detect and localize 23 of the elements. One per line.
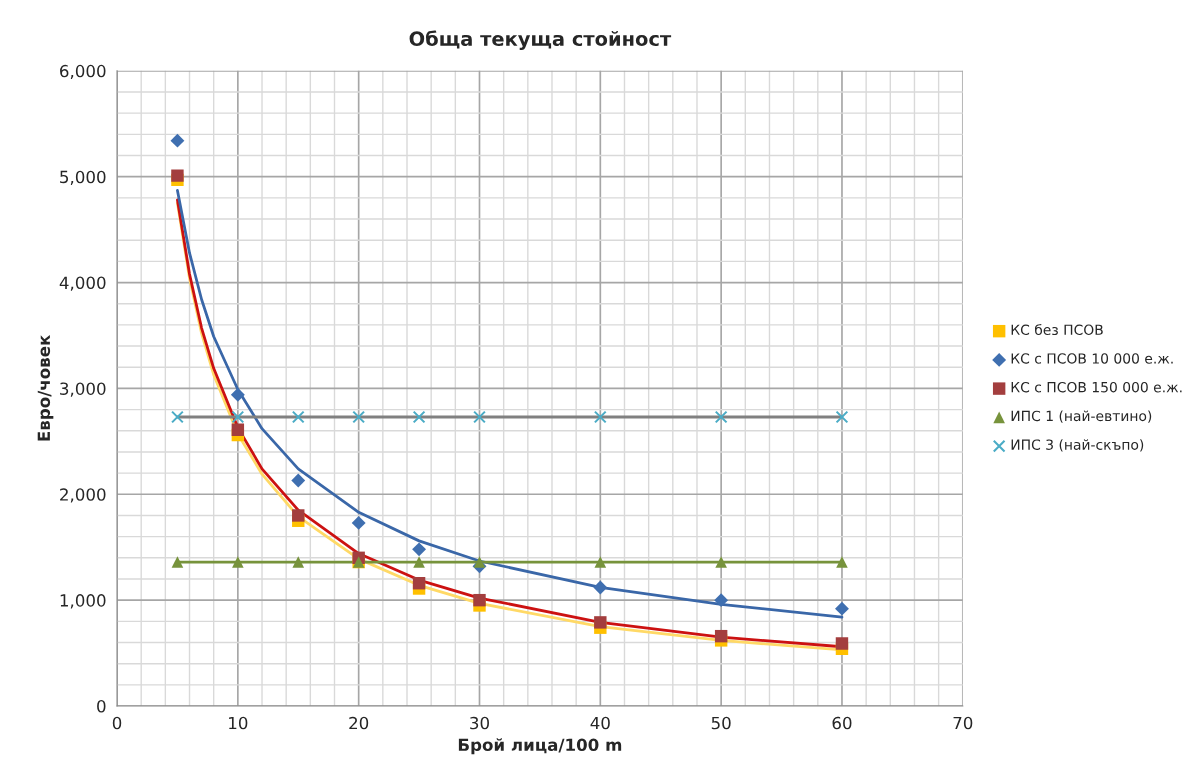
x-tick-label: 50 — [711, 716, 731, 730]
x-tick-label: 40 — [590, 716, 610, 730]
x-tick-label: 30 — [470, 716, 489, 730]
legend-label: КС без ПСОВ — [1011, 324, 1103, 336]
x-tick-label: 70 — [953, 716, 973, 730]
x-tick-label: 60 — [832, 716, 852, 730]
legend-label: КС с ПСОВ 10 000 е.ж. — [1011, 353, 1173, 364]
y-axis-title: Евро/човек — [37, 334, 54, 441]
y-tick-label: 5,000 — [60, 170, 106, 185]
x-tick-label: 10 — [229, 716, 248, 730]
x-tick-label: 0 — [112, 716, 122, 730]
legend-label: ИПС 3 (най-скъпо) — [1011, 439, 1144, 452]
chart-title: Обща текуща стойност — [409, 30, 672, 50]
y-tick-label: 2,000 — [60, 488, 106, 503]
y-tick-label: 6,000 — [60, 64, 106, 80]
legend-label: КС с ПСОВ 150 000 е.ж. — [1011, 381, 1182, 393]
x-tick-label: 20 — [349, 716, 369, 730]
y-tick-label: 4,000 — [59, 276, 106, 291]
x-axis-title: Брой лица/100 m — [458, 738, 622, 755]
y-tick-label: 3,000 — [60, 382, 106, 397]
y-tick-label: 0 — [97, 700, 106, 713]
y-tick-label: 1,000 — [60, 594, 106, 609]
legend-label: ИПС 1 (най-евтино) — [1011, 410, 1152, 423]
